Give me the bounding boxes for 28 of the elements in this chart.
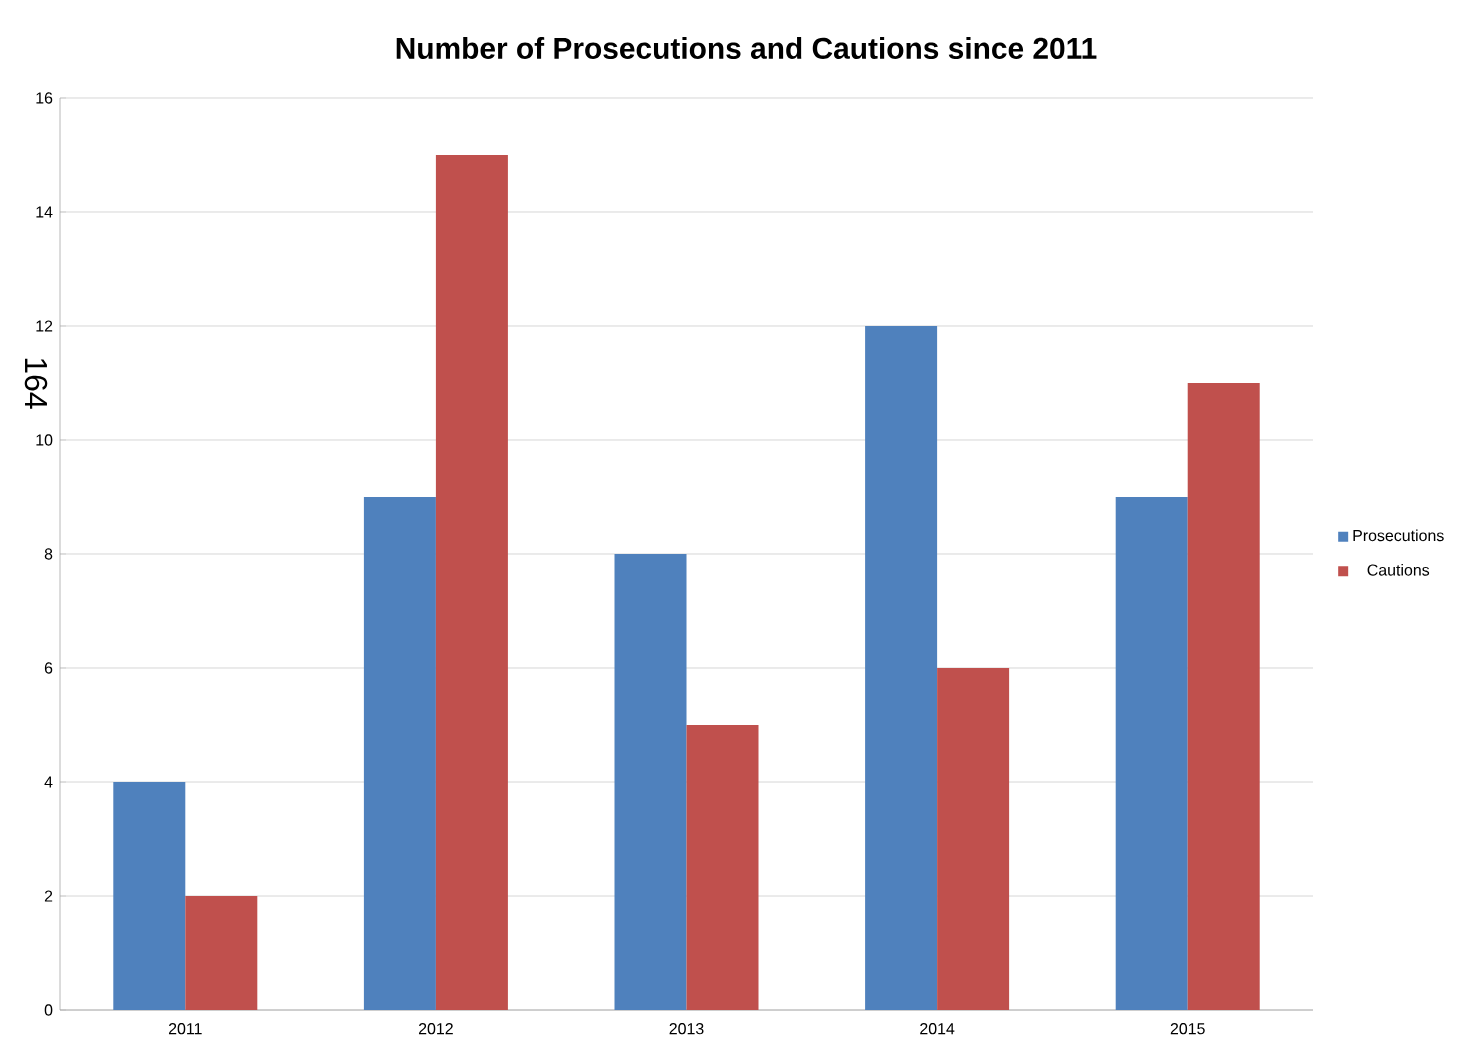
bar (1187, 382, 1260, 1010)
x-tick-label: 2014 (920, 1023, 955, 1035)
bar (113, 782, 186, 1010)
x-tick-label: 2011 (168, 1023, 202, 1035)
y-tick-label: 8 (44, 548, 53, 560)
y-tick-label: 4 (44, 776, 53, 788)
bar (614, 553, 687, 1010)
y-tick-label: 0 (44, 1004, 53, 1016)
y-tick-label: 16 (36, 92, 53, 104)
x-tick-label: 2013 (669, 1023, 704, 1035)
bar (865, 325, 938, 1010)
bar (435, 154, 508, 1010)
bar (185, 896, 258, 1010)
bar (363, 496, 436, 1010)
text: 164 (24, 358, 48, 409)
y-tick-label: 14 (36, 206, 53, 218)
bar (1115, 496, 1188, 1010)
legend-label: Prosecutions (1353, 529, 1444, 542)
chart-title: Number of Prosecutions and Cautions since 2011 (396, 37, 1097, 59)
x-tick-label: 2015 (1170, 1023, 1205, 1035)
legend-label: Cautions (1367, 563, 1430, 576)
x-tick-label: 2012 (418, 1023, 453, 1035)
y-tick-label: 2 (44, 890, 53, 902)
y-tick-label: 10 (36, 434, 53, 446)
bar (937, 667, 1010, 1010)
bar (686, 725, 759, 1010)
y-tick-label: 6 (44, 662, 53, 674)
y-tick-label: 12 (36, 320, 53, 332)
